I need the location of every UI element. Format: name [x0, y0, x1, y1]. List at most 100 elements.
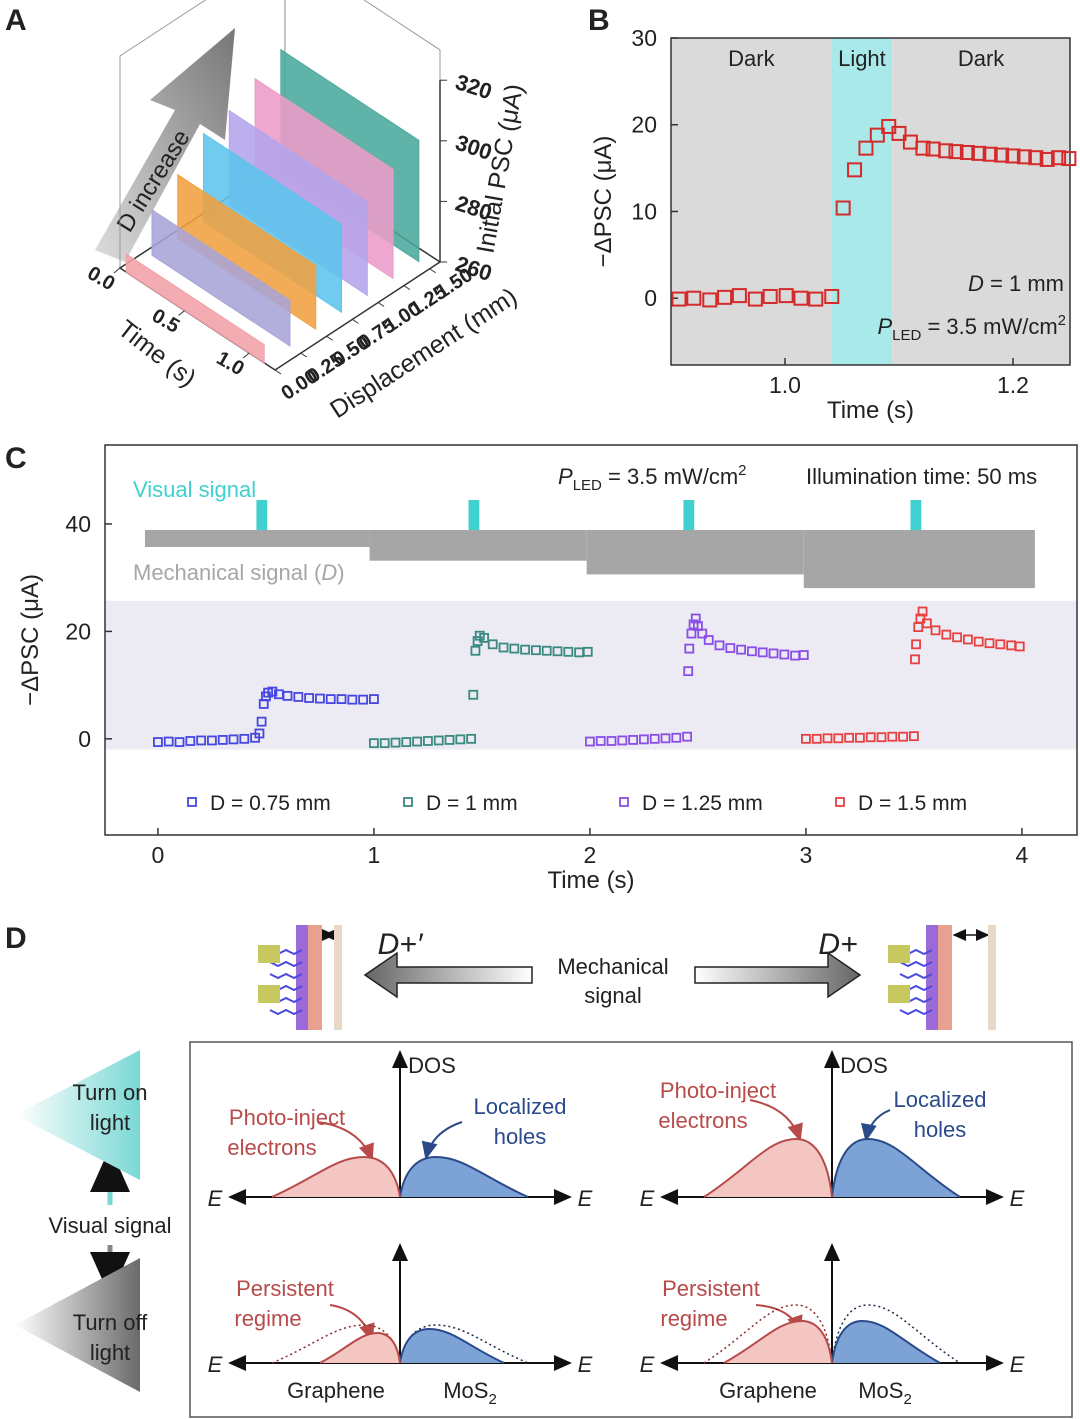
x-tick-label: 1 — [368, 842, 381, 868]
marker — [747, 646, 757, 657]
diagram-shape — [15, 1050, 140, 1180]
marker — [833, 733, 844, 744]
diagram-shape — [269, 1008, 303, 1016]
marker — [444, 735, 455, 745]
region-label: Dark — [958, 46, 1005, 71]
energy-label: E — [1010, 1352, 1025, 1377]
diagram-shape — [899, 960, 933, 968]
energy-label: E — [640, 1186, 655, 1211]
persistent-label: regime — [660, 1306, 727, 1331]
diagram-shape — [926, 925, 938, 1030]
marker — [509, 643, 520, 654]
y-tick — [300, 352, 308, 358]
marker — [433, 735, 444, 746]
arrow-label: D+ — [818, 928, 857, 961]
marker — [779, 649, 790, 660]
marker — [682, 731, 693, 742]
marker — [369, 694, 379, 704]
marker — [595, 736, 606, 746]
marker — [855, 732, 865, 743]
diagram-shape — [15, 1258, 140, 1392]
legend-label: D = 1.25 mm — [642, 792, 763, 815]
marker — [153, 737, 163, 747]
marker — [617, 735, 628, 746]
marker — [847, 162, 863, 178]
marker — [293, 692, 304, 702]
marker — [736, 644, 747, 655]
marker — [336, 694, 347, 704]
marker — [757, 647, 768, 658]
marker — [660, 733, 671, 744]
marker — [531, 645, 541, 656]
graphene-label: Graphene — [719, 1378, 817, 1403]
panel-label: C — [5, 442, 27, 475]
turn-on-label: light — [90, 1110, 130, 1135]
marker — [1014, 641, 1025, 652]
diagram-shape — [363, 951, 533, 999]
visual-pulse — [910, 500, 922, 530]
marker — [466, 733, 477, 744]
y-axis-label: −ΔPSC (μA) — [590, 136, 617, 268]
marker — [835, 200, 851, 216]
marker — [606, 736, 617, 746]
marker — [811, 733, 822, 744]
region-label: Light — [838, 46, 886, 71]
persistent-label: regime — [234, 1306, 301, 1331]
legend-label: D = 1 mm — [426, 792, 518, 815]
p-led-note-part: 2 — [738, 462, 746, 479]
x-tick-label: 3 — [800, 842, 813, 868]
y-tick — [274, 369, 282, 375]
marker — [731, 288, 747, 304]
x-tick — [242, 352, 250, 359]
marker — [891, 125, 907, 141]
holes-label: Localized — [894, 1087, 987, 1112]
marker — [941, 629, 952, 640]
illumination-note: Illumination time: 50 ms — [806, 464, 1037, 489]
marker — [256, 716, 267, 727]
diagram-shape — [269, 960, 303, 968]
marker — [911, 639, 921, 650]
visual-label: Visual signal — [133, 477, 256, 502]
panel-label: B — [588, 4, 610, 37]
holes-label: holes — [914, 1117, 967, 1142]
p-led-note-part: LED — [573, 477, 602, 494]
marker — [196, 735, 207, 746]
marker — [1061, 151, 1077, 167]
diagram-shape — [269, 972, 303, 980]
marker — [930, 625, 941, 636]
marker — [254, 728, 265, 739]
d-note-part: = 1 mm — [984, 271, 1064, 296]
marker — [703, 635, 714, 645]
marker — [401, 737, 412, 747]
legend-label: D = 1.5 mm — [858, 792, 967, 815]
diagram-shape — [860, 1109, 891, 1142]
marker — [971, 145, 987, 161]
diagram-shape — [189, 1041, 1073, 1418]
marker — [917, 606, 928, 617]
marker — [808, 291, 824, 307]
plot-frame — [104, 444, 1078, 836]
marker — [369, 738, 379, 749]
marker — [959, 144, 975, 160]
marker — [952, 632, 963, 643]
x-tick — [113, 267, 121, 274]
energy-label: E — [640, 1352, 655, 1377]
marker — [639, 734, 649, 745]
visual-pulse — [468, 500, 480, 530]
marker — [207, 735, 217, 746]
marker — [725, 643, 736, 653]
marker — [963, 634, 973, 645]
marker — [563, 646, 574, 657]
mechanical-step — [803, 530, 1035, 589]
marker — [948, 144, 964, 160]
marker — [938, 143, 954, 159]
panel-label: A — [5, 4, 27, 37]
marker — [455, 734, 466, 745]
energy-label: E — [1010, 1186, 1025, 1211]
p-led-note-part: = 3.5 mW/cm — [602, 464, 738, 489]
y-tick — [326, 335, 333, 341]
increase-arrow — [95, 28, 235, 262]
marker — [412, 736, 423, 747]
mechanical-label-part: Mechanical signal ( — [133, 560, 322, 585]
marker — [686, 628, 697, 639]
